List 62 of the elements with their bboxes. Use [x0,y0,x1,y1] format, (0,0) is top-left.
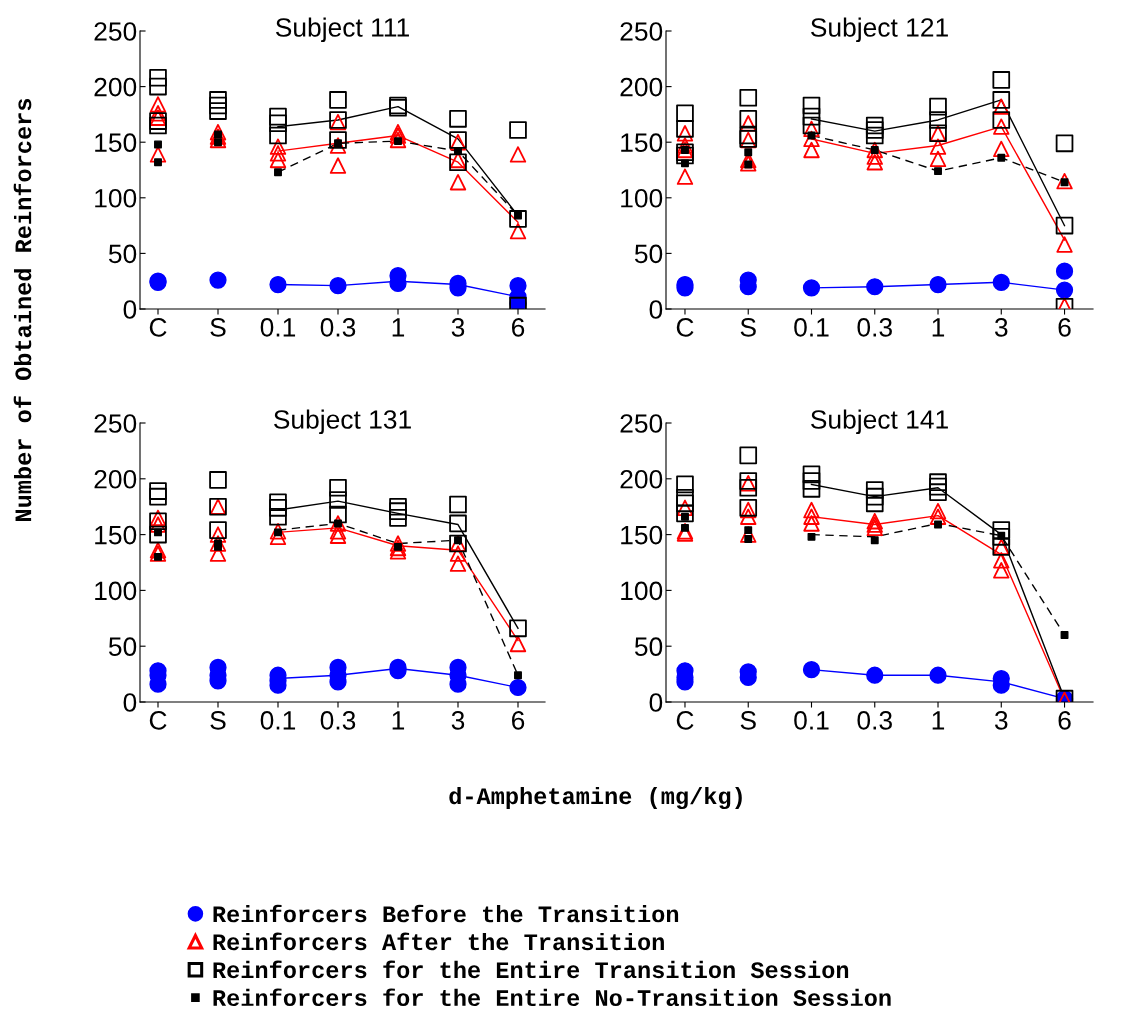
x-tick-label: 6 [512,711,525,730]
y-tick-label: 250 [94,414,137,433]
legend-label: Reinforcers After the Transition [213,932,664,951]
y-tick-label: 200 [94,77,137,97]
x-tick-label: 3 [451,711,465,730]
y-tick-label: 100 [621,188,663,208]
x-tick-label: C [149,711,167,730]
y-tick-label: 250 [620,414,663,433]
chart-title: Subject 111 [275,17,409,43]
x-tick-label: 1 [392,318,405,337]
y-tick-label: 0 [649,693,663,712]
y-axis-title: Number of Obtained Reinforcers [13,98,32,521]
x-axis-title: d-Amphetamine (mg/kg) [449,786,742,810]
x-tick-label: 6 [1058,711,1071,730]
legend-label: Reinforcers for the Entire No-Transition Session [213,988,891,1007]
x-tick-label: 1 [392,711,405,730]
y-tick-label: 50 [634,244,663,264]
x-tick-label: 3 [451,318,465,337]
x-tick-label: C [149,318,167,337]
x-tick-label: 0.3 [857,318,892,337]
y-tick-label: 0 [123,300,137,319]
x-tick-label: 1 [932,711,945,730]
y-tick-label: 200 [620,469,663,489]
x-tick-label: 0.3 [320,711,356,730]
legend-label: Reinforcers for the Entire Transition Session [213,960,849,979]
y-tick-label: 0 [123,693,137,712]
y-tick-label: 200 [94,469,137,489]
y-tick-label: 200 [620,77,663,97]
y-tick-label: 250 [620,22,663,41]
y-tick-label: 50 [634,637,663,657]
x-tick-label: 6 [1058,318,1071,337]
x-tick-label: 0.3 [320,318,356,337]
y-tick-label: 150 [95,133,137,153]
x-tick-label: 0.1 [794,711,829,730]
y-tick-label: 100 [95,188,137,208]
x-tick-label: 6 [512,318,525,337]
y-tick-label: 0 [649,300,663,319]
x-tick-label: S [740,318,756,337]
y-tick-label: 150 [621,525,663,545]
x-tick-label: 0.1 [260,318,296,337]
x-tick-label: 0.3 [857,711,892,730]
chart-title: Subject 131 [274,409,411,435]
y-tick-label: 50 [108,244,137,264]
y-tick-label: 100 [95,581,137,601]
x-tick-label: C [676,318,694,337]
y-tick-label: 250 [94,22,137,41]
x-tick-label: 0.1 [260,711,296,730]
y-tick-label: 100 [621,581,663,601]
y-tick-label: 50 [108,637,137,657]
legend-label: Reinforcers Before the Transition [213,904,679,923]
x-tick-label: 3 [994,711,1008,730]
x-tick-label: 3 [994,318,1008,337]
y-tick-label: 150 [95,525,137,545]
x-tick-label: 0.1 [794,318,829,337]
y-tick-label: 150 [621,133,663,153]
x-tick-label: C [676,711,694,730]
x-tick-label: S [740,711,756,730]
x-tick-label: S [210,711,226,730]
x-tick-label: 1 [932,318,945,337]
x-tick-label: S [210,318,226,337]
chart-title: Subject 141 [811,409,948,435]
chart-title: Subject 121 [811,17,948,43]
